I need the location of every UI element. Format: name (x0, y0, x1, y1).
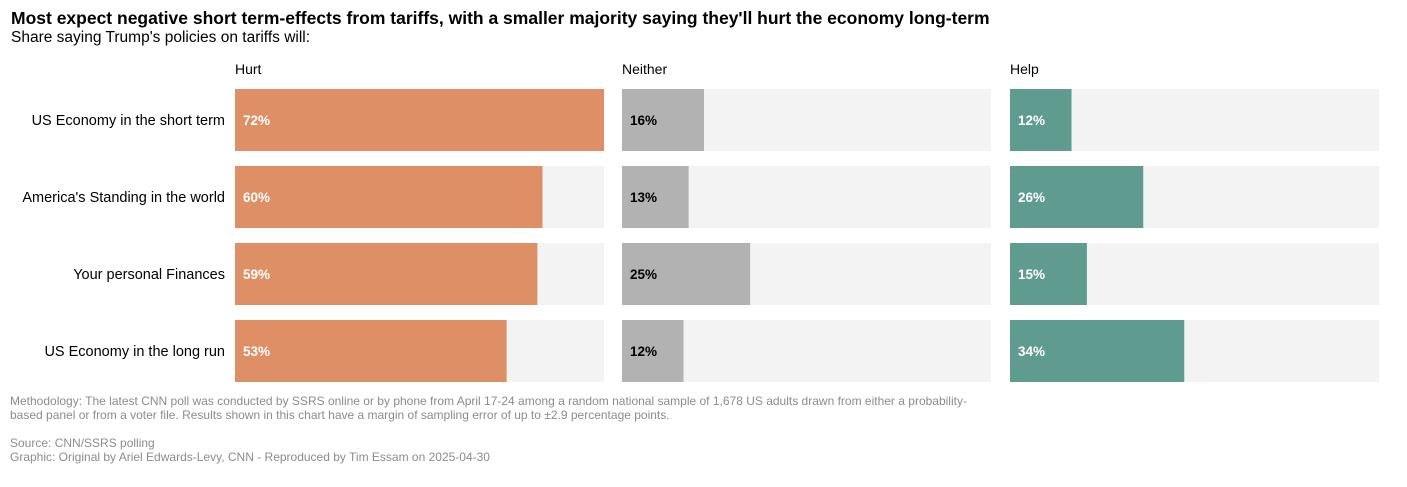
bar-neither-your-personal-finances (622, 243, 751, 305)
bar-help-your-personal-finances (1010, 243, 1087, 305)
data-label: 72% (243, 113, 270, 128)
data-label: 60% (243, 190, 270, 205)
bar-help-us-economy-in-the-long-run (1010, 320, 1185, 382)
data-label: 34% (1018, 344, 1045, 359)
category-label-us-economy-in-the-long-run: US Economy in the long run (44, 344, 225, 360)
data-label: 13% (630, 190, 657, 205)
panel-header-help: Help (1010, 61, 1039, 77)
bar-help-us-economy-in-the-short-term (1010, 89, 1072, 151)
bar-hurt-us-economy-in-the-long-run (235, 320, 507, 382)
source-note: Source: CNN/SSRS polling (10, 436, 155, 450)
data-label: 53% (243, 344, 270, 359)
data-label: 12% (630, 344, 657, 359)
bar-neither-us-economy-in-the-long-run (622, 320, 684, 382)
bar-help-america-s-standing-in-the-world (1010, 166, 1144, 228)
chart-subtitle: Share saying Trump's policies on tariffs… (11, 29, 311, 46)
bar-hurt-us-economy-in-the-short-term (235, 89, 604, 151)
category-label-your-personal-finances: Your personal Finances (73, 267, 225, 283)
bar-neither-america-s-standing-in-the-world (622, 166, 689, 228)
chart-title: Most expect negative short term-effects … (11, 8, 990, 28)
data-label: 16% (630, 113, 657, 128)
data-label: 59% (243, 267, 270, 282)
chart-area: US Economy in the short term America's St… (22, 61, 1379, 382)
category-label-us-economy-in-the-short-term: US Economy in the short term (32, 113, 225, 129)
panel-header-neither: Neither (622, 61, 667, 77)
category-label-america-s-standing-in-the-world: America's Standing in the world (22, 190, 225, 206)
bar-hurt-your-personal-finances (235, 243, 538, 305)
credit-note: Graphic: Original by Ariel Edwards-Levy,… (10, 450, 490, 464)
data-label: 25% (630, 267, 657, 282)
data-label: 12% (1018, 113, 1045, 128)
data-label: 15% (1018, 267, 1045, 282)
panel-header-hurt: Hurt (235, 61, 262, 77)
methodology-note: Methodology: The latest CNN poll was con… (10, 394, 967, 422)
data-label: 26% (1018, 190, 1045, 205)
bar-hurt-america-s-standing-in-the-world (235, 166, 543, 228)
bar-neither-us-economy-in-the-short-term (622, 89, 704, 151)
footer: Methodology: The latest CNN poll was con… (10, 394, 990, 464)
